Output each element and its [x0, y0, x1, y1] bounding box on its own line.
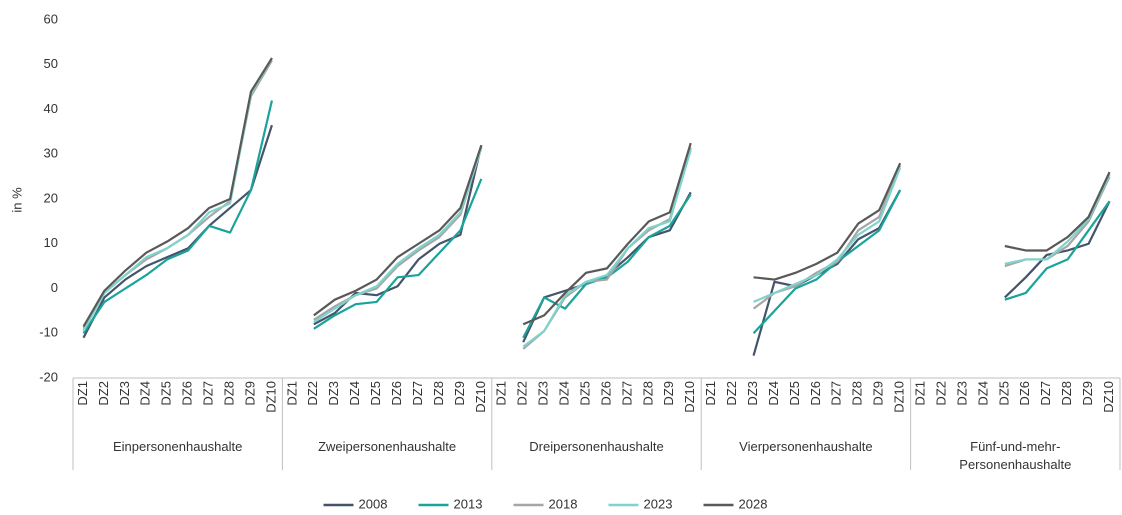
x-tick-label: DZ1 — [494, 381, 509, 406]
series-line — [82, 57, 1111, 328]
x-tick-label: DZ2 — [96, 381, 111, 406]
x-tick-label: DZ9 — [242, 381, 257, 406]
group-label: Dreipersonenhaushalte — [529, 439, 664, 454]
x-tick-label: DZ2 — [933, 381, 948, 406]
x-tick-label: DZ6 — [808, 381, 823, 406]
x-tick-label: DZ4 — [557, 381, 572, 406]
x-tick-label: DZ4 — [138, 381, 153, 406]
x-tick-label: DZ3 — [745, 381, 760, 406]
x-tick-label: DZ7 — [829, 381, 844, 406]
y-tick-label: 10 — [44, 235, 58, 250]
x-tick-label: DZ6 — [598, 381, 613, 406]
x-tick-label: DZ8 — [850, 381, 865, 406]
x-tick-label: DZ3 — [326, 381, 341, 406]
x-tick-label: DZ2 — [724, 381, 739, 406]
y-axis-label: in % — [9, 187, 24, 213]
x-tick-label: DZ10 — [1101, 381, 1116, 413]
x-tick-label: DZ7 — [201, 381, 216, 406]
x-tick-label: DZ5 — [996, 381, 1011, 406]
x-tick-label: DZ2 — [305, 381, 320, 406]
y-tick-label: 20 — [44, 190, 58, 205]
x-tick-label: DZ10 — [263, 381, 278, 413]
x-tick-label: DZ6 — [180, 381, 195, 406]
group-label: Zweipersonenhaushalte — [318, 439, 457, 454]
legend-label: 2013 — [454, 496, 483, 511]
group-label: Fünf-und-mehr-Personenhaushalte — [959, 439, 1072, 472]
legend-label: 2018 — [549, 496, 578, 511]
x-tick-label: DZ3 — [536, 381, 551, 406]
x-tick-label: DZ1 — [913, 381, 928, 406]
legend-label: 2008 — [359, 496, 388, 511]
x-tick-label: DZ10 — [682, 381, 697, 413]
series-line — [82, 59, 1111, 350]
x-tick-label: DZ3 — [117, 381, 132, 406]
x-tick-label: DZ10 — [473, 381, 488, 413]
x-tick-label: DZ9 — [661, 381, 676, 406]
x-tick-label: DZ4 — [766, 381, 781, 406]
x-tick-label: DZ5 — [159, 381, 174, 406]
y-tick-label: -20 — [39, 369, 58, 384]
x-tick-label: DZ9 — [1080, 381, 1095, 406]
x-tick-label: DZ6 — [389, 381, 404, 406]
x-tick-label: DZ9 — [452, 381, 467, 406]
x-tick-label: DZ7 — [410, 381, 425, 406]
x-tick-label: DZ8 — [1059, 381, 1074, 406]
x-tick-label: DZ4 — [347, 381, 362, 406]
legend-label: 2023 — [644, 496, 673, 511]
series-line — [82, 100, 1111, 339]
y-tick-label: -10 — [39, 325, 58, 340]
x-tick-label: DZ9 — [871, 381, 886, 406]
series-line — [82, 57, 1111, 348]
x-tick-label: DZ10 — [892, 381, 907, 413]
x-tick-label: DZ5 — [787, 381, 802, 406]
x-tick-label: DZ6 — [1017, 381, 1032, 406]
x-tick-label: DZ5 — [577, 381, 592, 406]
x-tick-label: DZ4 — [975, 381, 990, 406]
x-tick-label: DZ8 — [431, 381, 446, 406]
x-tick-label: DZ5 — [368, 381, 383, 406]
x-tick-label: DZ1 — [75, 381, 90, 406]
x-tick-label: DZ7 — [1038, 381, 1053, 406]
x-tick-label: DZ7 — [619, 381, 634, 406]
x-tick-label: DZ2 — [515, 381, 530, 406]
x-tick-label: DZ8 — [640, 381, 655, 406]
x-tick-label: DZ1 — [703, 381, 718, 406]
x-tick-label: DZ8 — [221, 381, 236, 406]
legend-label: 2028 — [739, 496, 768, 511]
group-label: Einpersonenhaushalte — [112, 439, 243, 454]
y-tick-label: 50 — [44, 56, 58, 71]
x-tick-label: DZ1 — [284, 381, 299, 406]
y-tick-label: 30 — [44, 146, 58, 161]
y-tick-label: 60 — [44, 11, 58, 26]
x-tick-label: DZ3 — [954, 381, 969, 406]
y-tick-label: 0 — [51, 280, 58, 295]
y-tick-label: 40 — [44, 101, 58, 116]
group-label: Vierpersonenhaushalte — [739, 439, 873, 454]
